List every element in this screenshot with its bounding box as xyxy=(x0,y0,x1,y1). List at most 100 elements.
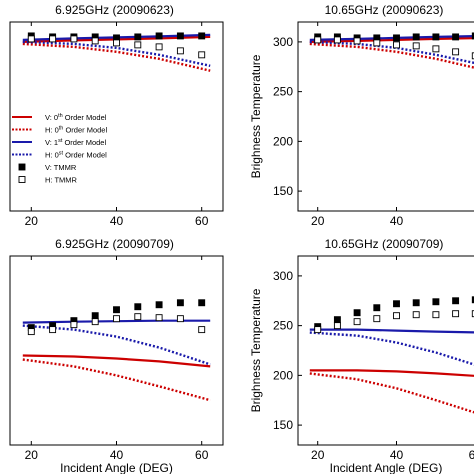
chart-title: 10.65GHz (20090709) xyxy=(325,237,444,251)
data-point-v-tmmr xyxy=(471,32,474,40)
data-point-v-tmmr xyxy=(333,316,341,324)
y-tick-label: 200 xyxy=(273,134,293,148)
data-point-v-tmmr xyxy=(198,299,206,307)
y-axis-label: Brighness Temperature xyxy=(249,54,263,178)
data-point-h-tmmr xyxy=(70,321,78,329)
data-point-h-tmmr xyxy=(134,41,142,49)
data-point-v-tmmr xyxy=(471,296,474,304)
legend: V: 0th Order Model H: 0th Order Model V: 1… xyxy=(12,113,107,185)
data-point-h-tmmr xyxy=(333,322,341,330)
data-point-v-tmmr xyxy=(176,32,184,40)
plot-series-group xyxy=(22,32,211,72)
data-point-h-tmmr xyxy=(176,315,184,323)
data-point-h-tmmr xyxy=(471,52,474,60)
legend-swatch-v-tmmr xyxy=(18,163,26,171)
x-tick-label: 20 xyxy=(311,214,325,228)
data-point-h-tmmr xyxy=(198,51,206,59)
data-point-v-tmmr xyxy=(134,33,142,41)
legend-label-v-1st-order-model: V: 1st Order Model xyxy=(45,138,106,147)
data-point-h-tmmr xyxy=(333,36,341,44)
legend-label-h-0st-order-model: H: 0st Order Model xyxy=(45,151,107,160)
data-point-v-tmmr xyxy=(134,303,142,311)
data-point-h-tmmr xyxy=(452,310,460,318)
x-tick-label: 60 xyxy=(195,448,209,462)
data-point-v-tmmr xyxy=(432,298,440,306)
series-line-h-0th-order-model xyxy=(309,372,474,414)
data-point-h-tmmr xyxy=(393,312,400,320)
data-point-h-tmmr xyxy=(452,48,460,56)
legend-swatch-h-tmmr xyxy=(18,176,26,183)
chart-panel-1: 6.925GHz (20090623) 20 40 60 xyxy=(9,3,224,228)
data-point-h-tmmr xyxy=(70,35,78,43)
x-axis-label: Incident Angle (DEG) xyxy=(330,461,443,474)
data-point-h-tmmr xyxy=(373,315,381,323)
data-point-v-tmmr xyxy=(91,312,99,320)
series-line-h-0th-order-model xyxy=(22,358,211,402)
data-point-v-tmmr xyxy=(198,32,206,40)
data-point-v-tmmr xyxy=(412,299,420,307)
x-tick-label: 40 xyxy=(390,214,404,228)
data-point-v-tmmr xyxy=(412,33,420,41)
plot-frame xyxy=(9,21,224,212)
data-point-h-tmmr xyxy=(49,35,57,43)
series-line-h-0st-order-model xyxy=(22,40,211,67)
series-line-h-0st-order-model xyxy=(22,324,211,366)
x-tick-label: 40 xyxy=(110,214,124,228)
y-tick-label: 250 xyxy=(273,85,293,99)
y-tick-label: 300 xyxy=(273,35,293,49)
plot-frame xyxy=(9,255,224,446)
data-point-h-tmmr xyxy=(198,326,206,334)
data-point-v-tmmr xyxy=(452,297,460,305)
legend-label-v-0th-order-model: V: 0th Order Model xyxy=(45,113,107,122)
x-tick-label: 20 xyxy=(25,214,39,228)
data-point-h-tmmr xyxy=(412,42,420,50)
legend-label-h-tmmr: H: TMMR xyxy=(45,176,78,185)
chart-panel-3: 6.925GHz (20090709) 20 40 60 Incident Angle … xyxy=(9,237,224,474)
data-point-v-tmmr xyxy=(452,33,460,41)
data-point-h-tmmr xyxy=(176,47,184,55)
data-point-h-tmmr xyxy=(373,39,381,47)
plot-series-group xyxy=(309,296,474,414)
data-point-v-tmmr xyxy=(155,32,163,40)
data-point-h-tmmr xyxy=(113,315,120,323)
data-point-h-tmmr xyxy=(49,326,57,334)
data-point-h-tmmr xyxy=(314,36,322,44)
data-point-v-tmmr xyxy=(176,299,184,307)
series-line-v-0th-order-model xyxy=(309,369,474,377)
x-tick-label: 20 xyxy=(25,448,39,462)
data-point-h-tmmr xyxy=(432,311,440,319)
data-point-h-tmmr xyxy=(155,43,163,51)
data-point-v-tmmr xyxy=(113,306,120,314)
data-point-h-tmmr xyxy=(27,328,35,336)
data-point-h-tmmr xyxy=(155,314,163,322)
data-point-h-tmmr xyxy=(353,318,361,326)
data-point-h-tmmr xyxy=(113,39,120,47)
data-point-h-tmmr xyxy=(91,37,99,45)
data-point-v-tmmr xyxy=(393,34,400,42)
x-tick-label: 60 xyxy=(469,448,474,462)
data-point-v-tmmr xyxy=(353,309,361,317)
data-point-h-tmmr xyxy=(134,313,142,321)
data-point-h-tmmr xyxy=(432,45,440,53)
plot-frame xyxy=(297,255,474,446)
chart-title: 6.925GHz (20090623) xyxy=(55,3,174,17)
y-axis-label: Brighness Temperature xyxy=(249,288,263,412)
data-point-h-tmmr xyxy=(91,318,99,326)
data-point-h-tmmr xyxy=(471,310,474,318)
data-point-v-tmmr xyxy=(155,301,163,309)
x-tick-label: 40 xyxy=(390,448,404,462)
chart-title: 6.925GHz (20090709) xyxy=(55,237,174,251)
legend-label-h-0th-order-model: H: 0th Order Model xyxy=(45,126,107,135)
series-line-v-0th-order-model xyxy=(22,354,211,368)
series-line-h-0st-order-model xyxy=(309,331,474,366)
y-tick-label: 300 xyxy=(273,269,293,283)
legend-label-v-tmmr: V: TMMR xyxy=(45,163,77,172)
x-tick-label: 60 xyxy=(195,214,209,228)
y-tick-label: 150 xyxy=(273,418,293,432)
x-tick-label: 40 xyxy=(110,448,124,462)
data-point-h-tmmr xyxy=(314,326,322,334)
y-tick-label: 200 xyxy=(273,368,293,382)
data-point-h-tmmr xyxy=(27,35,35,43)
y-tick-label: 150 xyxy=(273,184,293,198)
